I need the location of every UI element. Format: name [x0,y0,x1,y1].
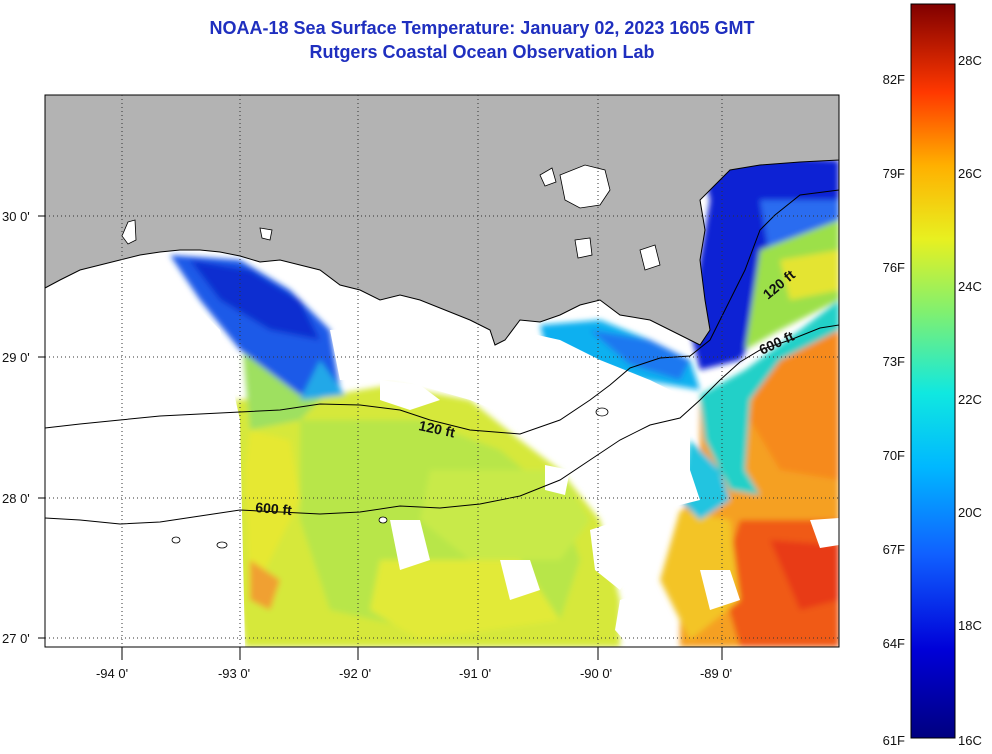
lat-label-29: 29 0' [2,350,30,365]
lon-label-91: -91 0' [459,666,491,681]
lon-label-93: -93 0' [218,666,250,681]
cb-c-20: 20C [958,505,982,520]
cb-f-76: 76F [883,260,905,275]
graticule [45,95,839,647]
lon-label-92: -92 0' [339,666,371,681]
sst-field [45,95,839,647]
cloud-gaps [45,270,839,647]
cb-c-28: 28C [958,53,982,68]
cb-c-18: 18C [958,618,982,633]
cb-f-79: 79F [883,166,905,181]
lat-label-30: 30 0' [2,209,30,224]
contour-label-600ft-west: 600 ft [255,499,293,518]
offshore-islands [171,407,609,549]
lon-label-94: -94 0' [96,666,128,681]
plot-border [44,94,840,648]
map-title: NOAA-18 Sea Surface Temperature: January… [0,16,964,64]
sst-color-regions [170,155,839,647]
cb-c-24: 24C [958,279,982,294]
cb-f-67: 67F [883,542,905,557]
land-mass [45,95,839,346]
title-line-1: NOAA-18 Sea Surface Temperature: January… [209,18,755,38]
title-line-2: Rutgers Coastal Ocean Observation Lab [309,42,655,62]
temperature-colorbar [910,3,956,739]
latitude-labels: 30 0' 29 0' 28 0' 27 0' [2,209,30,646]
contour-120ft-line [45,189,839,435]
cb-c-16: 16C [958,733,982,748]
cb-c-26: 26C [958,166,982,181]
lon-label-89: -89 0' [700,666,732,681]
cb-f-61: 61F [883,733,905,748]
contour-label-120ft-west: 120 ft [417,417,456,440]
lat-label-27: 27 0' [2,631,30,646]
longitude-labels: -94 0' -93 0' -92 0' -91 0' -90 0' -89 0… [96,666,732,681]
tick-marks [38,215,723,660]
colorbar-celsius-labels: 28C 26C 24C 22C 20C 18C 16C [958,53,982,748]
colorbar-fahrenheit-labels: 82F 79F 76F 73F 70F 67F 64F 61F [883,72,905,748]
cb-f-73: 73F [883,354,905,369]
cb-f-70: 70F [883,448,905,463]
lon-label-90: -90 0' [580,666,612,681]
cb-c-22: 22C [958,392,982,407]
cb-f-64: 64F [883,636,905,651]
contour-600ft-line [45,324,839,525]
cb-f-82: 82F [883,72,905,87]
lat-label-28: 28 0' [2,491,30,506]
